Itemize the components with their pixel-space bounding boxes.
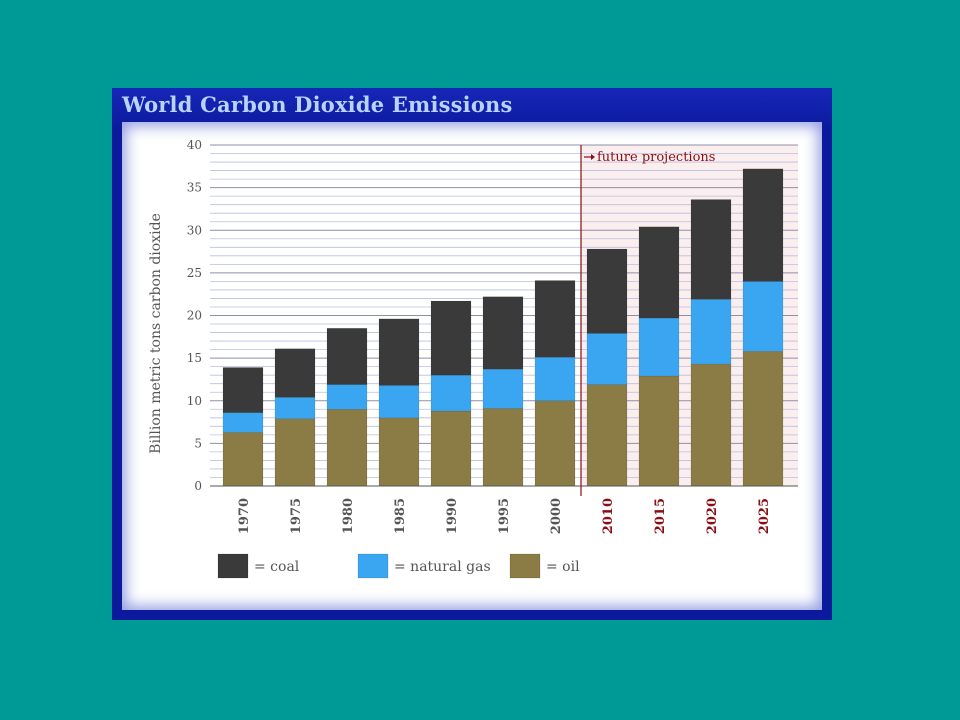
y-tick-label: 10 <box>187 394 202 408</box>
x-tick-label: 2020 <box>705 498 720 534</box>
bar-coal-1990 <box>430 300 472 376</box>
bar-natural-gas-2015 <box>638 317 680 377</box>
legend-label: = oil <box>546 559 580 575</box>
bar-natural-gas-1975 <box>274 397 316 419</box>
legend-label: = coal <box>254 559 300 575</box>
bar-coal-1975 <box>274 348 316 398</box>
bar-coal-2010 <box>586 248 628 334</box>
bar-coal-2025 <box>742 168 784 282</box>
y-tick-label: 30 <box>187 223 202 237</box>
annotation-text: future projections <box>597 150 715 165</box>
annotation-arrow-head <box>591 154 595 160</box>
legend-swatch-1 <box>357 553 389 579</box>
x-tick-label: 2010 <box>601 498 616 534</box>
x-tick-label: 1980 <box>341 498 356 534</box>
bar-oil-1995 <box>482 408 524 487</box>
bar-oil-1970 <box>222 431 264 487</box>
chart-frame: World Carbon Dioxide Emissions 0 5 10 15 20 2… <box>112 88 832 620</box>
legend-swatch-0 <box>217 553 249 579</box>
bar-coal-2015 <box>638 226 680 319</box>
bar-coal-1980 <box>326 327 368 385</box>
bar-oil-2000 <box>534 400 576 487</box>
bar-coal-1985 <box>378 318 420 386</box>
bar-oil-1985 <box>378 417 420 487</box>
y-tick-label: 35 <box>187 181 202 195</box>
bar-oil-1990 <box>430 410 472 487</box>
x-tick-label: 1995 <box>497 498 512 534</box>
x-tick-label: 2000 <box>549 498 564 534</box>
bar-coal-2000 <box>534 280 576 358</box>
bar-natural-gas-2010 <box>586 333 628 385</box>
y-tick-label: 0 <box>194 479 202 493</box>
y-tick-label: 15 <box>187 351 202 365</box>
bar-natural-gas-2020 <box>690 299 732 365</box>
bar-natural-gas-2025 <box>742 281 784 352</box>
bar-natural-gas-1970 <box>222 412 264 433</box>
x-tick-label: 1990 <box>445 498 460 534</box>
x-tick-label: 1975 <box>289 498 304 534</box>
x-tick-label: 1985 <box>393 498 408 534</box>
bar-natural-gas-1990 <box>430 374 472 412</box>
bar-oil-2015 <box>638 375 680 487</box>
chart-title: World Carbon Dioxide Emissions <box>122 92 513 117</box>
bar-coal-2020 <box>690 199 732 300</box>
legend-swatch-2 <box>509 553 541 579</box>
y-tick-label: 40 <box>187 138 202 152</box>
bar-natural-gas-1980 <box>326 384 368 410</box>
legend-label: = natural gas <box>394 559 491 575</box>
y-tick-label: 20 <box>187 309 202 323</box>
bar-oil-2020 <box>690 363 732 487</box>
x-tick-label: 2015 <box>653 498 668 534</box>
bar-natural-gas-1995 <box>482 368 524 409</box>
y-tick-label: 25 <box>187 266 202 280</box>
x-tick-label: 1970 <box>237 498 252 534</box>
chart-panel: 0 5 10 15 20 25 30 35 40 Billion metric tons carb… <box>122 122 822 610</box>
bar-oil-1975 <box>274 418 316 487</box>
bar-natural-gas-1985 <box>378 385 420 419</box>
y-axis-label: Billion metric tons carbon dioxide <box>148 213 164 454</box>
bar-coal-1995 <box>482 296 524 370</box>
y-tick-label: 5 <box>194 436 202 450</box>
bar-oil-2025 <box>742 351 784 487</box>
bar-oil-2010 <box>586 384 628 487</box>
bar-coal-1970 <box>222 367 264 413</box>
x-tick-label: 2025 <box>757 498 772 534</box>
bar-natural-gas-2000 <box>534 356 576 402</box>
bar-oil-1980 <box>326 408 368 487</box>
